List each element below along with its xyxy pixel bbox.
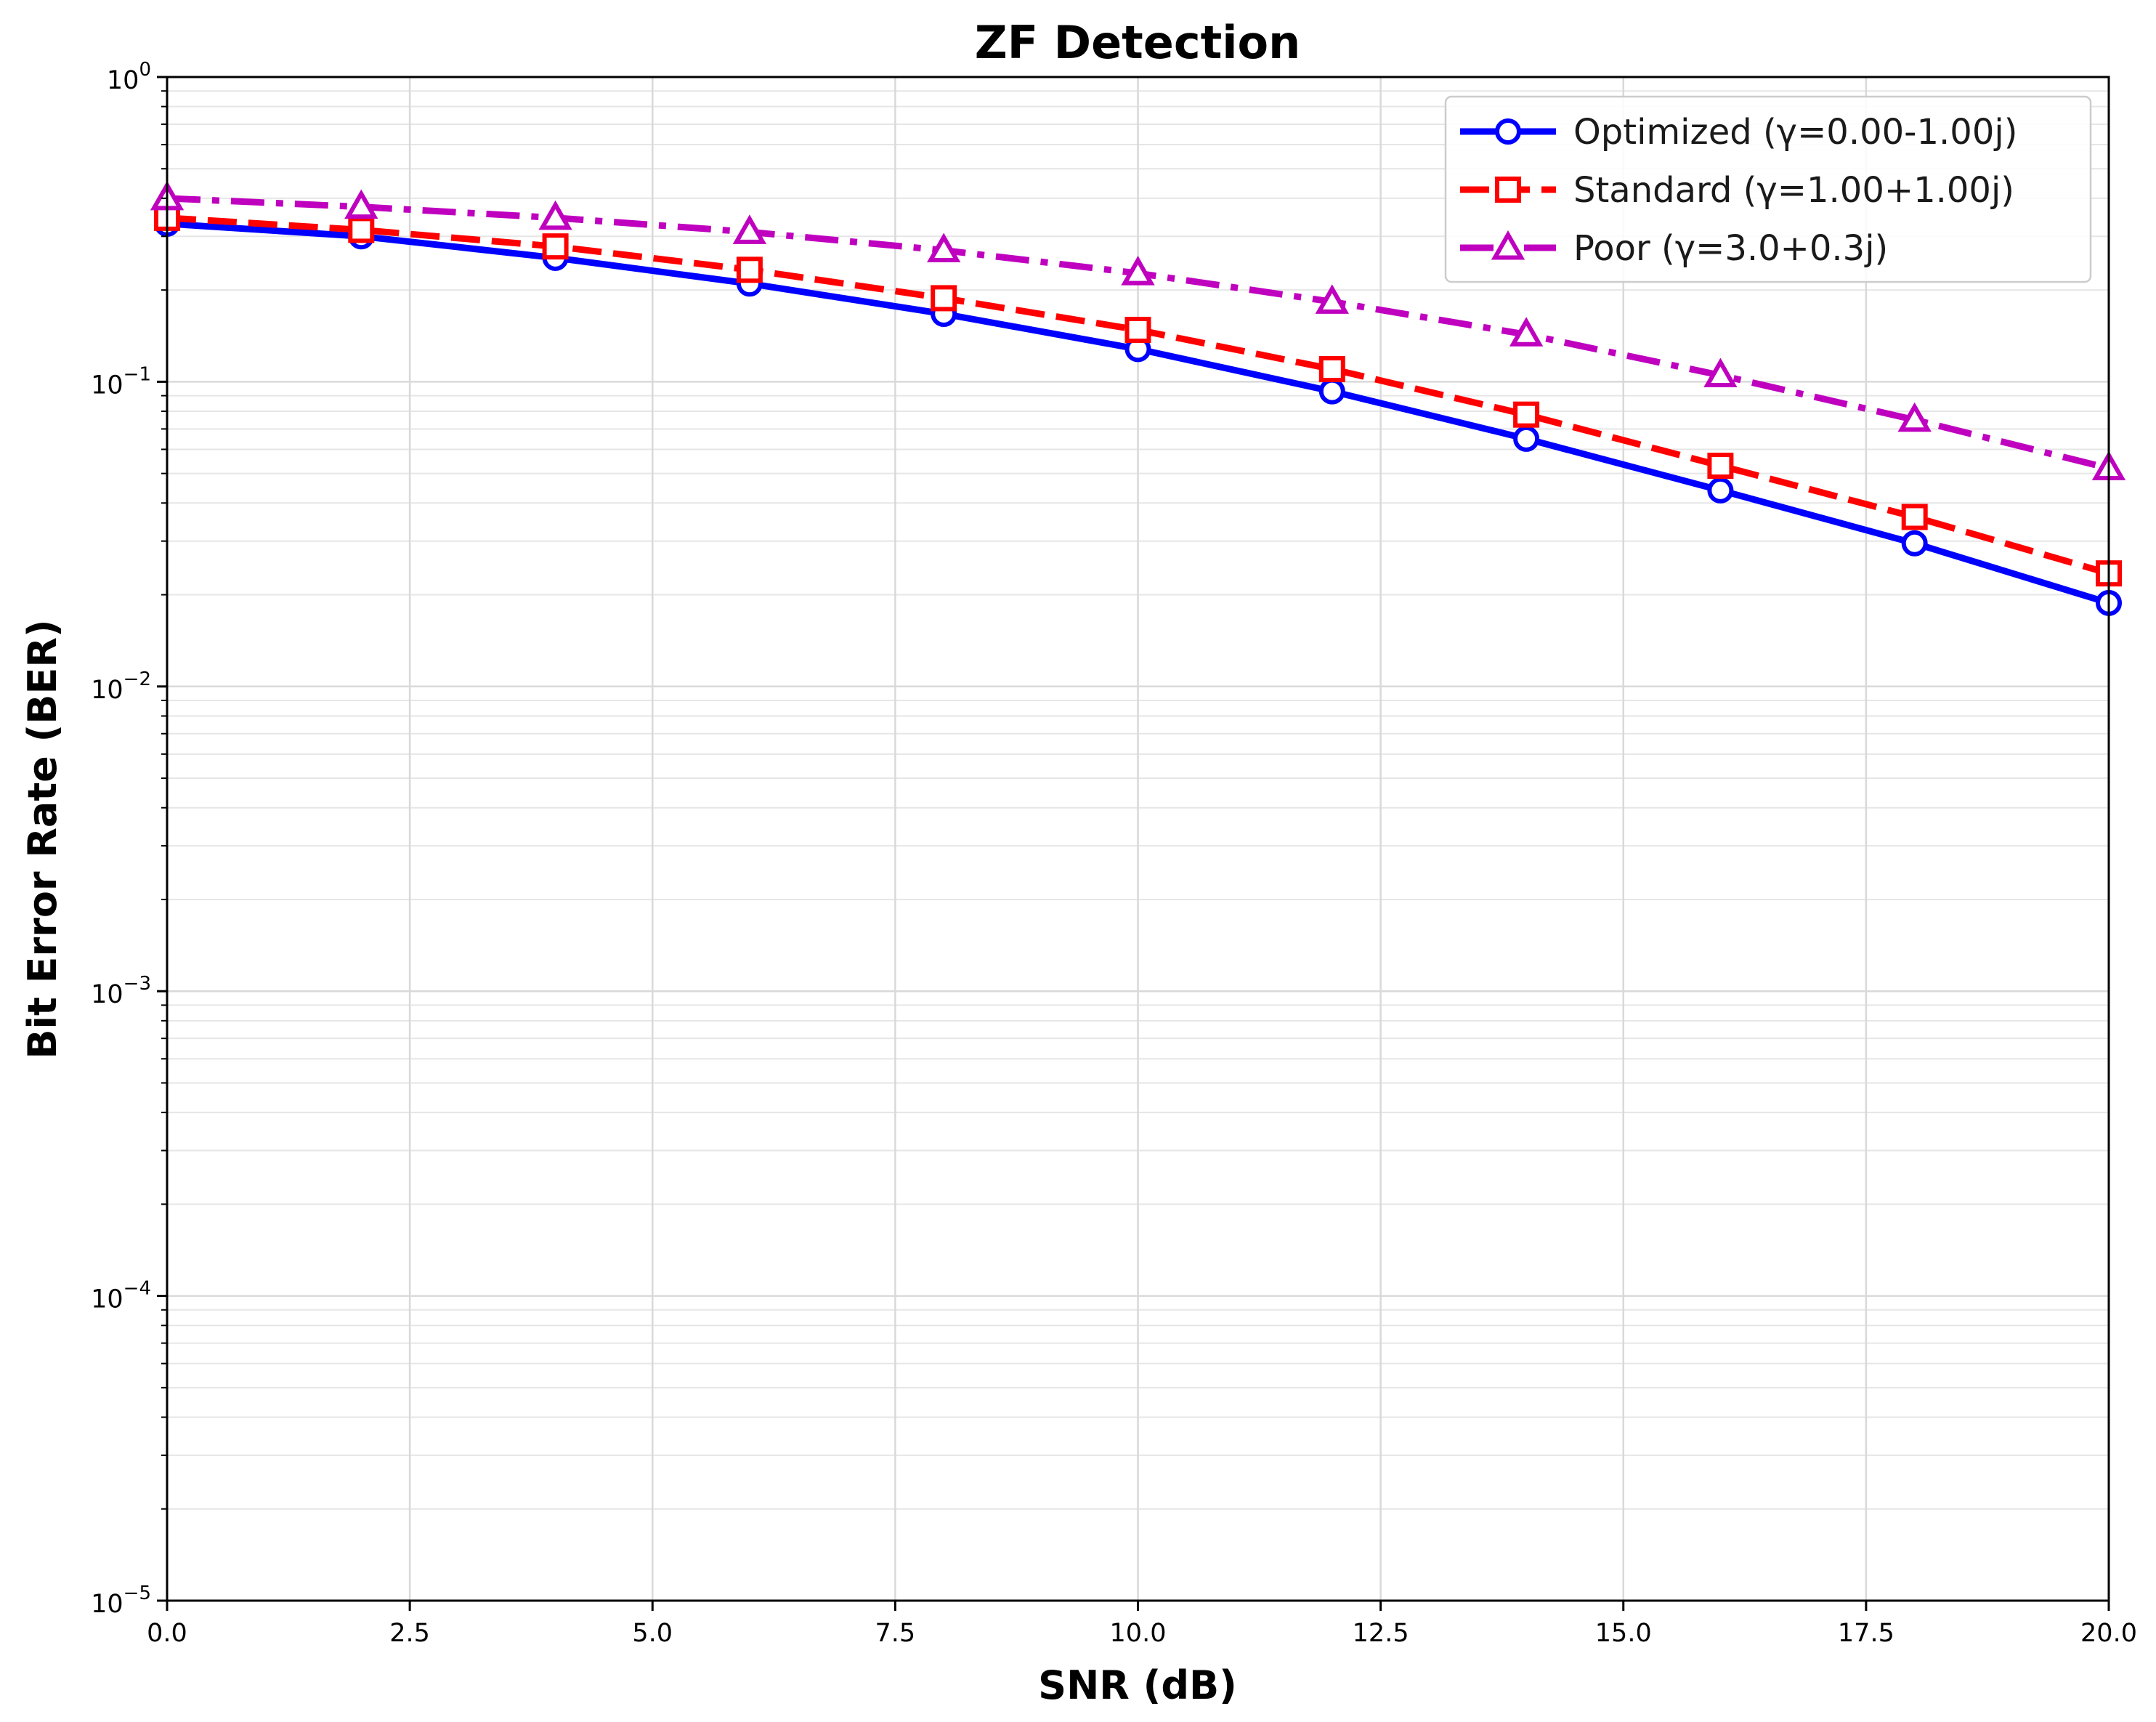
x-tick-label: 5.0: [632, 1619, 673, 1648]
legend: Optimized (γ=0.00-1.00j) Standard (γ=1.00…: [1444, 95, 2092, 283]
y-tick-label: 10−2: [91, 668, 151, 705]
data-point-triangle: [732, 214, 767, 244]
data-point-circle: [1513, 425, 1540, 452]
data-point-circle: [1901, 530, 1928, 557]
y-tick-label: 10−1: [91, 363, 151, 400]
data-point-triangle: [1315, 284, 1349, 314]
y-tick-base: 10: [107, 66, 139, 95]
x-tick-label: 2.5: [389, 1619, 430, 1648]
y-tick-base: 10: [91, 1590, 123, 1619]
y-tick-exponent: −1: [123, 363, 151, 385]
legend-entry: Optimized (γ=0.00-1.00j): [1460, 112, 2017, 153]
data-point-triangle: [1491, 230, 1525, 260]
y-tick-exponent: −4: [123, 1278, 151, 1300]
x-tick-label: 10.0: [1110, 1619, 1167, 1648]
y-tick-label: 100: [107, 59, 151, 95]
legend-label: Standard (γ=1.00+1.00j): [1573, 170, 2014, 211]
chart-title: ZF Detection: [975, 16, 1300, 69]
y-tick-exponent: −3: [123, 973, 151, 995]
data-point-square: [1901, 504, 1928, 530]
legend-entry: Standard (γ=1.00+1.00j): [1460, 170, 2014, 211]
y-tick-base: 10: [91, 980, 123, 1009]
y-tick-label: 10−3: [91, 973, 151, 1009]
data-point-triangle: [1509, 317, 1544, 347]
data-point-square: [1495, 177, 1521, 203]
legend-label: Optimized (γ=0.00-1.00j): [1573, 112, 2017, 153]
data-point-triangle: [1703, 357, 1738, 388]
data-point-square: [1707, 453, 1734, 480]
legend-entry: Poor (γ=3.0+0.3j): [1460, 228, 1888, 269]
x-tick-label: 20.0: [2080, 1619, 2137, 1648]
data-point-square: [542, 233, 569, 260]
x-axis-title: SNR (dB): [1038, 1662, 1237, 1708]
y-tick-exponent: −5: [123, 1582, 151, 1604]
x-tick-label: 12.5: [1353, 1619, 1409, 1648]
x-tick-label: 17.5: [1838, 1619, 1894, 1648]
data-point-triangle: [927, 233, 961, 262]
data-point-square: [1513, 401, 1540, 428]
x-tick-label: 0.0: [147, 1619, 187, 1648]
x-tick-label: 7.5: [875, 1619, 916, 1648]
data-point-triangle: [538, 200, 572, 230]
y-tick-exponent: 0: [139, 59, 151, 81]
data-point-square: [736, 256, 763, 283]
y-axis-title: Bit Error Rate (BER): [20, 619, 65, 1059]
y-tick-label: 10−4: [91, 1278, 151, 1314]
data-point-triangle: [344, 189, 378, 219]
data-point-circle: [1495, 118, 1521, 145]
x-tick-label: 15.0: [1595, 1619, 1652, 1648]
y-tick-base: 10: [91, 1285, 123, 1314]
data-point-square: [1124, 316, 1151, 343]
y-tick-label: 10−5: [91, 1582, 151, 1619]
data-point-triangle: [1121, 256, 1155, 286]
y-tick-exponent: −2: [123, 668, 151, 690]
legend-box: [1444, 95, 2092, 283]
data-point-square: [931, 285, 957, 312]
data-point-circle: [1707, 477, 1734, 504]
y-tick-base: 10: [91, 676, 123, 705]
data-point-square: [348, 217, 375, 243]
data-point-triangle: [1897, 402, 1932, 432]
legend-label: Poor (γ=3.0+0.3j): [1573, 228, 1888, 269]
y-tick-base: 10: [91, 371, 123, 400]
series-3: [150, 180, 2126, 481]
data-point-circle: [1318, 378, 1345, 405]
data-point-square: [1318, 356, 1345, 383]
